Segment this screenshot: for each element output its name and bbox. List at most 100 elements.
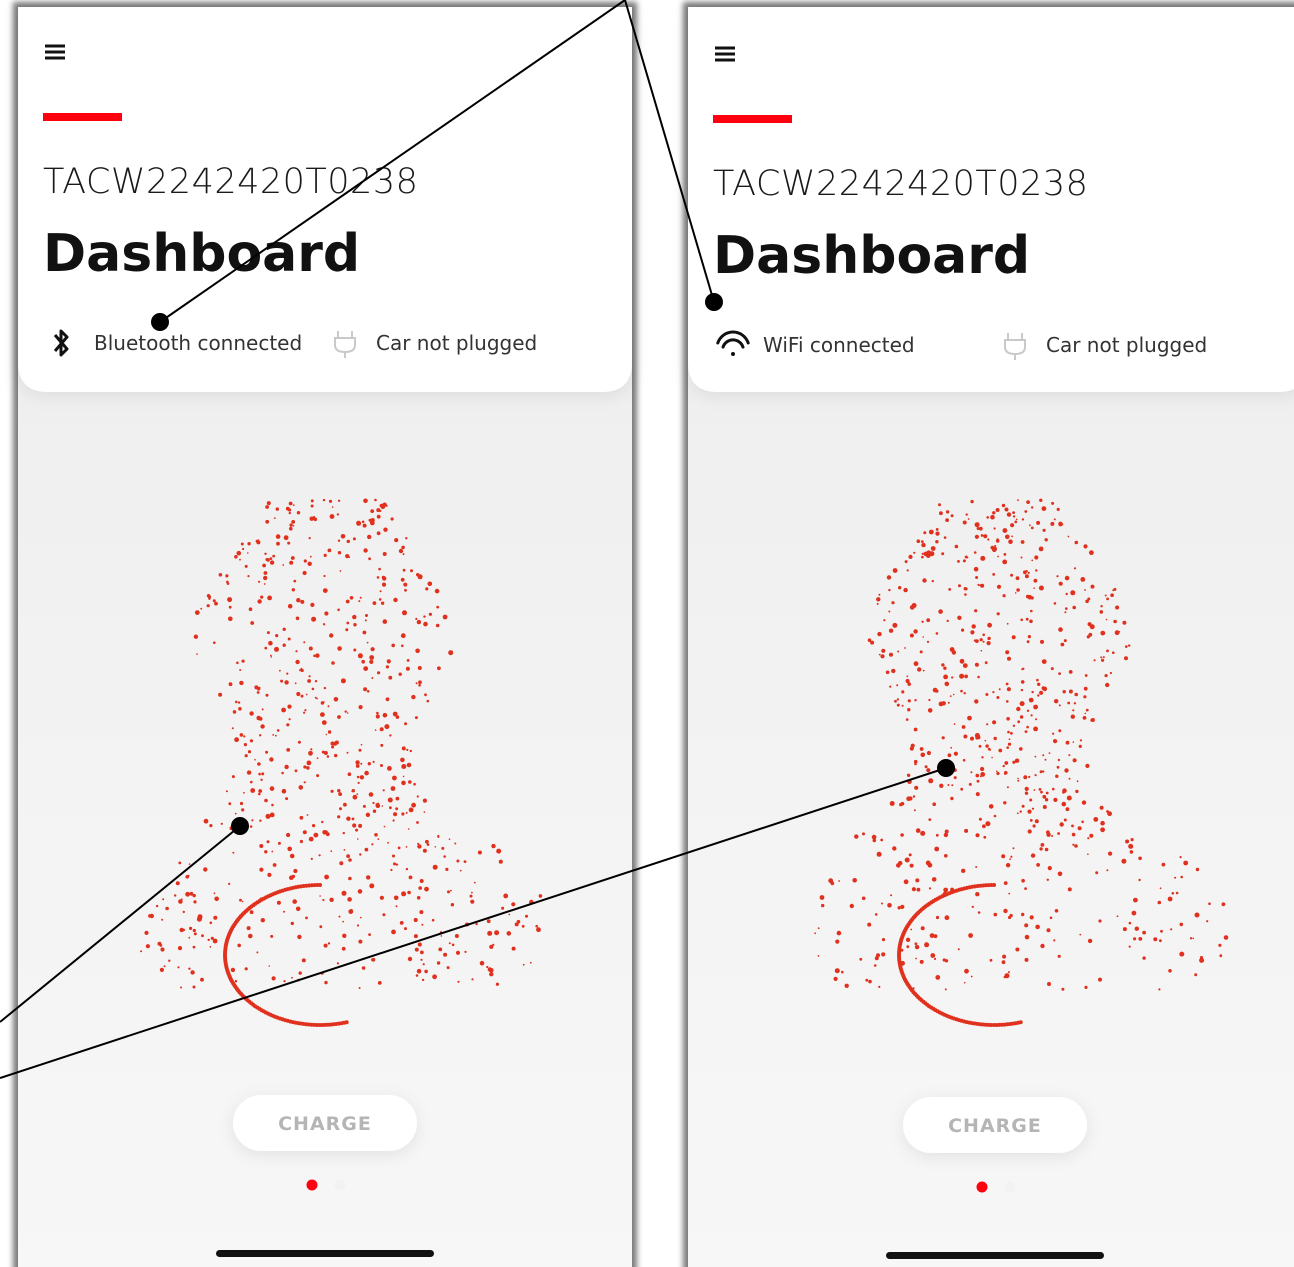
menu-icon[interactable] <box>45 45 65 60</box>
particle <box>265 505 269 509</box>
particle <box>380 896 384 900</box>
particle <box>951 514 954 517</box>
particle <box>1045 798 1048 801</box>
particle <box>1002 955 1006 959</box>
particle <box>943 675 948 680</box>
particle <box>1100 806 1104 810</box>
particle <box>329 633 333 637</box>
particle <box>1027 640 1030 643</box>
particle <box>405 537 407 539</box>
particle <box>1041 843 1045 847</box>
particle <box>996 508 1000 512</box>
particle <box>353 537 356 540</box>
particle <box>296 617 300 621</box>
particle <box>300 600 304 604</box>
particle <box>409 876 413 880</box>
particle <box>283 644 286 647</box>
particle <box>1013 847 1015 849</box>
particle <box>889 653 893 657</box>
particle <box>309 675 311 677</box>
particle <box>423 799 427 803</box>
particle <box>256 540 259 543</box>
particle <box>257 762 261 766</box>
particle <box>1068 887 1072 891</box>
particle <box>1089 550 1094 555</box>
particle <box>1035 569 1037 571</box>
particle <box>1029 698 1034 703</box>
particle <box>970 771 972 773</box>
particle <box>160 968 164 972</box>
particle <box>242 660 245 663</box>
particle <box>1042 506 1047 511</box>
particle <box>161 919 163 921</box>
particle <box>1027 710 1029 712</box>
particle <box>241 808 244 811</box>
particle <box>370 509 374 513</box>
particle <box>926 861 931 866</box>
particle <box>200 978 204 982</box>
particle <box>247 770 251 774</box>
particle <box>997 612 1000 615</box>
particle <box>401 812 404 815</box>
particle <box>323 499 325 501</box>
particle <box>267 873 271 877</box>
particle <box>920 960 924 964</box>
particle <box>262 564 266 568</box>
particle <box>275 634 278 637</box>
particle <box>977 676 980 679</box>
particle <box>1022 668 1024 670</box>
particle <box>908 555 912 559</box>
particle <box>896 684 898 686</box>
particle <box>907 708 910 711</box>
particle <box>389 806 392 809</box>
particle <box>383 789 385 791</box>
particle <box>1016 576 1020 580</box>
particle <box>414 934 418 938</box>
particle <box>877 632 881 636</box>
particle <box>1024 887 1027 890</box>
particle <box>403 553 405 555</box>
particle <box>896 863 901 868</box>
particle <box>346 600 350 604</box>
particle <box>512 947 516 951</box>
particle <box>977 584 979 586</box>
particle <box>190 892 194 896</box>
particle <box>1024 510 1027 513</box>
particle <box>284 680 288 684</box>
particle <box>923 670 925 672</box>
particle <box>1142 956 1145 959</box>
particle <box>1180 876 1183 879</box>
particle <box>1106 598 1109 601</box>
particle <box>1107 811 1112 816</box>
particle <box>906 796 911 801</box>
particle <box>408 957 412 961</box>
particle <box>1047 982 1051 986</box>
particle <box>1105 674 1108 677</box>
particle <box>898 906 901 909</box>
particle <box>1062 802 1067 807</box>
particle <box>1194 973 1197 976</box>
particle <box>1059 582 1063 586</box>
particle <box>441 847 444 850</box>
particle <box>339 916 341 918</box>
particle <box>1068 536 1070 538</box>
particle <box>420 951 424 955</box>
particle <box>880 839 883 842</box>
particle <box>480 961 485 966</box>
particle <box>1030 610 1033 613</box>
particle <box>416 821 419 824</box>
particle <box>418 684 421 687</box>
menu-icon[interactable] <box>715 47 735 62</box>
particle <box>1065 576 1070 581</box>
particle <box>328 942 330 944</box>
particle <box>386 697 390 701</box>
particle <box>326 734 328 736</box>
particle <box>194 932 197 935</box>
particle <box>394 896 399 901</box>
particle <box>418 942 422 946</box>
particle <box>370 521 375 526</box>
particle <box>898 586 901 589</box>
particle <box>935 540 938 543</box>
particle <box>424 970 428 974</box>
particle <box>862 897 866 901</box>
